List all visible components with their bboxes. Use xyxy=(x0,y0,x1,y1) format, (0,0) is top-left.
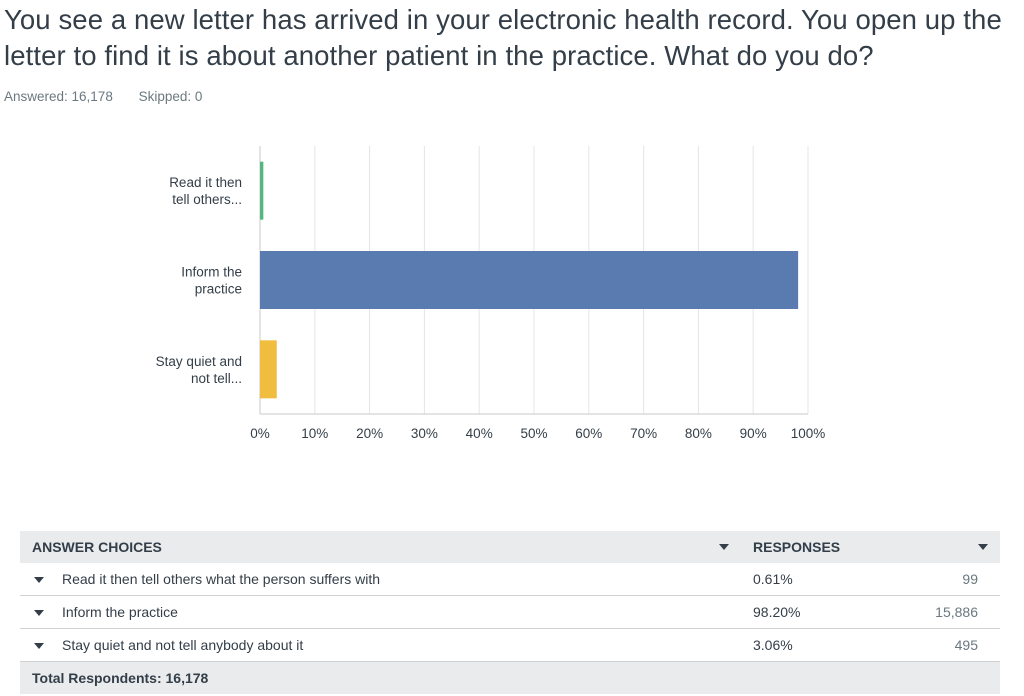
response-count: 15,886 xyxy=(885,595,1000,629)
choice-text: Read it then tell others what the person… xyxy=(62,571,381,587)
table-row: Stay quiet and not tell anybody about it… xyxy=(20,628,1000,662)
table-header: ANSWER CHOICES RESPONSES xyxy=(20,531,1000,563)
response-percent: 98.20% xyxy=(741,595,885,629)
x-tick-label: 30% xyxy=(411,426,438,441)
response-count: 99 xyxy=(885,563,1000,596)
responses-label: RESPONSES xyxy=(753,539,841,555)
category-label: Inform the practice xyxy=(181,265,242,297)
sort-arrow-icon[interactable] xyxy=(719,544,729,550)
x-tick-label: 100% xyxy=(791,426,826,441)
question-title: You see a new letter has arrived in your… xyxy=(4,4,1002,71)
x-tick-label: 60% xyxy=(575,426,602,441)
x-tick-label: 10% xyxy=(301,426,328,441)
x-tick-label: 90% xyxy=(740,426,767,441)
bar xyxy=(260,340,277,399)
response-stats: Answered: 16,178 Skipped: 0 xyxy=(4,89,224,104)
choice-text: Inform the practice xyxy=(62,604,178,620)
bar xyxy=(260,251,799,309)
response-percent: 3.06% xyxy=(741,628,885,662)
answer-choices-label: ANSWER CHOICES xyxy=(32,539,162,555)
responses-header[interactable]: RESPONSES xyxy=(741,531,1000,563)
category-label: Read it then tell others... xyxy=(169,175,242,207)
bar xyxy=(260,161,264,220)
x-tick-label: 40% xyxy=(466,426,493,441)
x-tick-label: 80% xyxy=(685,426,712,441)
category-label: Stay quiet and not tell... xyxy=(156,354,242,386)
skipped-count: Skipped: 0 xyxy=(138,89,203,104)
total-respondents: Total Respondents: 16,178 xyxy=(20,661,1000,694)
x-tick-label: 0% xyxy=(250,426,270,441)
choice-text: Stay quiet and not tell anybody about it xyxy=(62,637,304,653)
x-tick-label: 50% xyxy=(520,426,547,441)
sort-arrow-icon[interactable] xyxy=(978,544,988,550)
expand-arrow-icon[interactable] xyxy=(34,643,44,650)
answer-choices-header[interactable]: ANSWER CHOICES xyxy=(20,531,741,563)
response-count: 495 xyxy=(885,628,1000,662)
table-footer: Total Respondents: 16,178 xyxy=(20,661,1000,694)
x-tick-label: 70% xyxy=(630,426,657,441)
expand-arrow-icon[interactable] xyxy=(34,577,44,584)
x-tick-label: 20% xyxy=(356,426,383,441)
expand-arrow-icon[interactable] xyxy=(34,610,44,617)
table-row: Read it then tell others what the person… xyxy=(20,563,1000,596)
table-row: Inform the practice 98.20% 15,886 xyxy=(20,595,1000,629)
bar-chart: 0% 10% 20% 30% 40% 50% 60% 70% 80% 90% 100% Read it… xyxy=(156,146,826,441)
answered-count: Answered: 16,178 xyxy=(4,89,113,104)
response-percent: 0.61% xyxy=(741,563,885,596)
answer-table: ANSWER CHOICES RESPONSES Read it then te… xyxy=(20,531,1000,694)
